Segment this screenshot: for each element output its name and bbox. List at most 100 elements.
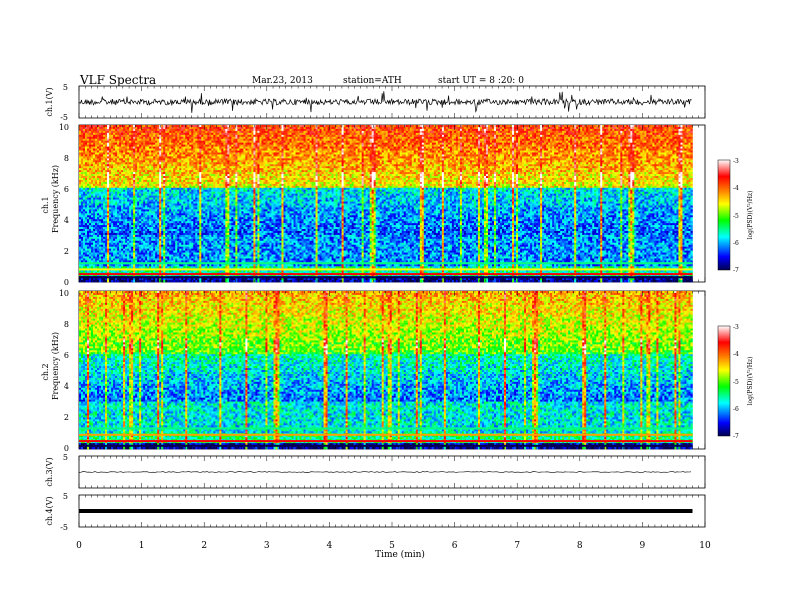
spectrogram-cell [121, 151, 123, 153]
spectrogram-cell [85, 196, 87, 198]
spectrogram-cell [79, 227, 81, 229]
spectrogram-cell [119, 217, 121, 219]
spectrogram-cell [105, 280, 107, 282]
spectrogram-cell [113, 180, 115, 182]
spectrogram-cell [161, 219, 163, 221]
spectrogram-cell [131, 278, 133, 280]
spectrogram-cell [91, 251, 93, 253]
spectrogram-cell [195, 233, 197, 235]
spectrogram-cell [149, 241, 151, 243]
spectrogram-cell [101, 217, 103, 219]
spectrogram-cell [99, 258, 101, 260]
spectrogram-cell [121, 237, 123, 239]
spectrogram-cell [175, 194, 177, 196]
spectrogram-cell [193, 280, 195, 282]
spectrogram-cell [181, 196, 183, 198]
spectrogram-cell [183, 231, 185, 233]
spectrogram-cell [83, 135, 85, 137]
spectrogram-cell [103, 172, 105, 174]
spectrogram-cell [155, 180, 157, 182]
spectrogram-cell [119, 145, 121, 147]
spectrogram-cell [123, 219, 125, 221]
spectrogram-cell [113, 160, 115, 162]
spectrogram-cell [141, 194, 143, 196]
spectrogram-cell [173, 253, 175, 255]
spectrogram-cell [109, 213, 111, 215]
spectrogram-cell [113, 141, 115, 143]
spectrogram-cell [189, 135, 191, 137]
spectrogram-cell [175, 211, 177, 213]
spectrogram-cell [153, 215, 155, 217]
spectrogram-cell [79, 266, 81, 268]
spectrogram-cell [133, 194, 135, 196]
spectrogram-cell [149, 223, 151, 225]
spectrogram-cell [157, 127, 159, 129]
spectrogram-cell [157, 149, 159, 151]
spectrogram-cell [177, 258, 179, 260]
spectrogram-cell [145, 137, 147, 139]
spectrogram-cell [87, 174, 89, 176]
spectrogram-cell [101, 156, 103, 158]
spectrogram-cell [169, 184, 171, 186]
spectrogram-cell [159, 204, 161, 206]
spectrogram-cell [103, 256, 105, 258]
spectrogram-cell [189, 280, 191, 282]
spectrogram-cell [89, 170, 91, 172]
spectrogram-cell [163, 249, 165, 251]
spectrogram-cell [143, 223, 145, 225]
spectrogram-cell [89, 221, 91, 223]
spectrogram-cell [143, 221, 145, 223]
spectrogram-cell [169, 129, 171, 131]
spectrogram-cell [143, 229, 145, 231]
spectrogram-cell [153, 170, 155, 172]
spectrogram-cell [189, 152, 191, 154]
spectrogram-cell [179, 204, 181, 206]
spectrogram-cell [121, 166, 123, 168]
spectrogram-cell [193, 225, 195, 227]
spectrogram-cell [197, 192, 199, 194]
spectrogram-cell [81, 256, 83, 258]
spectrogram-cell [185, 207, 187, 209]
spectrogram-cell [111, 253, 113, 255]
spectrogram-cell [85, 198, 87, 200]
spectrogram-cell [107, 231, 109, 233]
spectrogram-cell [175, 176, 177, 178]
spectrogram-cell [183, 145, 185, 147]
spectrogram-cell [173, 141, 175, 143]
spectrogram-cell [97, 143, 99, 145]
spectrogram-cell [89, 202, 91, 204]
spectrogram-cell [135, 198, 137, 200]
spectrogram-cell [183, 251, 185, 253]
spectrogram-cell [151, 243, 153, 245]
spectrogram-cell [103, 258, 105, 260]
spectrogram-cell [191, 184, 193, 186]
spectrogram-cell [155, 162, 157, 164]
spectrogram-cell [193, 180, 195, 182]
spectrogram-cell [105, 178, 107, 180]
spectrogram-cell [195, 178, 197, 180]
spectrogram-cell [181, 231, 183, 233]
spectrogram-cell [187, 162, 189, 164]
spectrogram-cell [155, 207, 157, 209]
spectrogram-cell [127, 200, 129, 202]
spectrogram-cell [137, 278, 139, 280]
spectrogram-cell [83, 156, 85, 158]
spectrogram-cell [131, 176, 133, 178]
spectrogram-cell [189, 213, 191, 215]
spectrogram-cell [89, 135, 91, 137]
spectrogram-cell [113, 139, 115, 141]
spectrogram-cell [105, 209, 107, 211]
spectrogram-cell [197, 223, 199, 225]
spectrogram-cell [95, 253, 97, 255]
spectrogram-cell [147, 241, 149, 243]
spectrogram-cell [193, 239, 195, 241]
spectrogram-cell [105, 147, 107, 149]
spectrogram-cell [193, 184, 195, 186]
spectrogram-cell [99, 241, 101, 243]
spectrogram-cell [109, 266, 111, 268]
spectrogram-cell [159, 158, 161, 160]
spectrogram-cell [91, 196, 93, 198]
spectrogram-cell [95, 139, 97, 141]
spectrogram-cell [173, 176, 175, 178]
spectrogram-cell [175, 166, 177, 168]
